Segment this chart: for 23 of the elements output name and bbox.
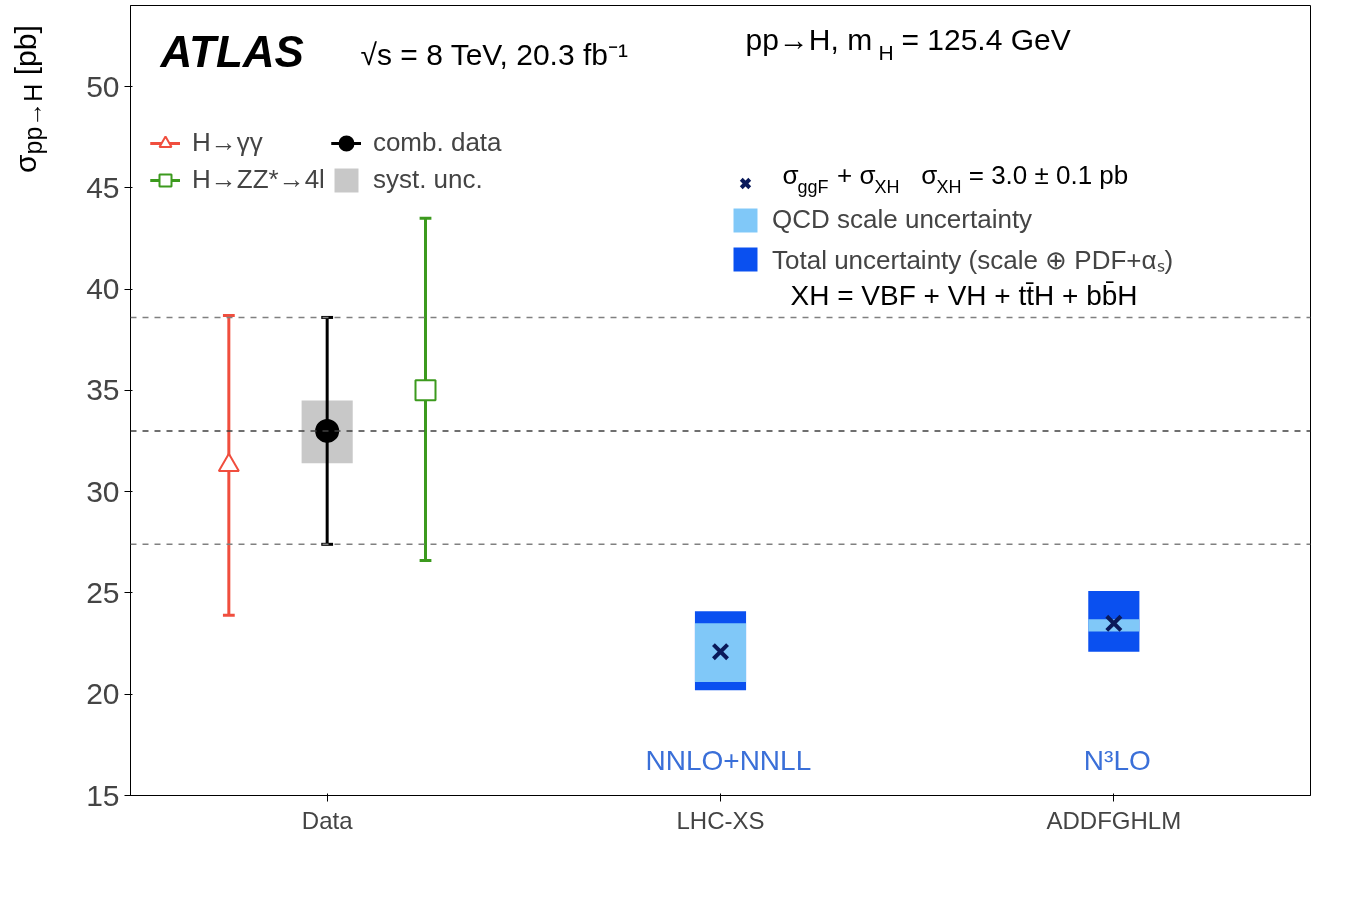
y-tick-label: 40 <box>86 272 120 306</box>
bar <box>694 623 747 683</box>
annotation: √s = 8 TeV, 20.3 fb⁻¹ <box>360 37 628 71</box>
y-tick-label: 50 <box>86 69 120 103</box>
y-tick-label: 45 <box>86 170 120 204</box>
legend-label: H→γγ <box>192 127 263 158</box>
legend-label: syst. unc. <box>372 164 483 195</box>
x-tick-label: LHC-XS <box>676 806 765 834</box>
legend-label: Total uncertainty (scale ⊕ PDF+αₛ) <box>772 244 1174 277</box>
y-tick-label: 15 <box>86 778 120 812</box>
y-tick-label: 25 <box>86 575 120 609</box>
legend-label: H→ZZ*→4l <box>192 164 325 195</box>
legend-label: comb. data <box>372 127 502 158</box>
y-tick-label: 20 <box>86 677 120 711</box>
legend-label: QCD scale uncertainty <box>772 204 1033 235</box>
annotation: NNLO+NNLL <box>645 744 812 776</box>
y-tick-label: 30 <box>86 474 120 508</box>
y-tick-label: 35 <box>86 373 120 407</box>
x-tick-label: ADDFGHLM <box>1046 806 1182 834</box>
annotation: N³LO <box>1083 744 1151 776</box>
annotation: XH = VBF + VH + tt̄H + bb̄H <box>790 279 1138 311</box>
annotation: ATLAS <box>159 26 304 76</box>
x-tick-label: Data <box>301 806 354 834</box>
